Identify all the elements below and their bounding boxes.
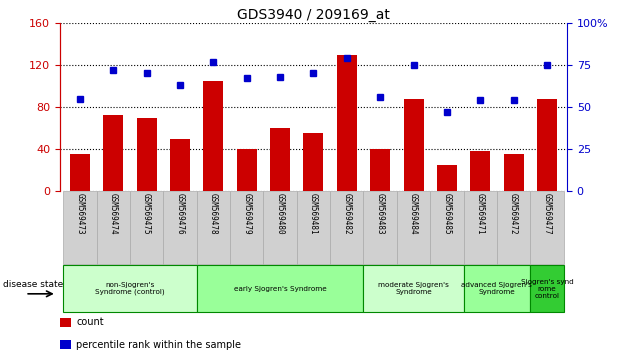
Bar — [230, 191, 263, 264]
Bar — [503, 154, 524, 191]
Bar — [537, 99, 557, 191]
Bar — [270, 128, 290, 191]
Bar — [137, 118, 157, 191]
Text: GSM569484: GSM569484 — [409, 193, 418, 235]
Text: GSM569480: GSM569480 — [275, 193, 285, 235]
Bar — [530, 191, 564, 264]
Bar — [103, 115, 123, 191]
Bar — [330, 191, 364, 264]
Text: advanced Sjogren's
Syndrome: advanced Sjogren's Syndrome — [462, 282, 532, 295]
Bar — [364, 191, 397, 264]
Bar — [163, 191, 197, 264]
Bar — [203, 81, 224, 191]
Bar — [304, 133, 323, 191]
Bar — [197, 265, 364, 312]
Text: GSM569473: GSM569473 — [76, 193, 84, 235]
Bar — [403, 99, 423, 191]
Text: GSM569483: GSM569483 — [375, 193, 385, 235]
Text: GSM569474: GSM569474 — [109, 193, 118, 235]
Text: non-Sjogren's
Syndrome (control): non-Sjogren's Syndrome (control) — [95, 282, 164, 295]
Bar — [464, 265, 530, 312]
Bar — [470, 151, 490, 191]
Title: GDS3940 / 209169_at: GDS3940 / 209169_at — [237, 8, 390, 22]
Bar — [263, 191, 297, 264]
Text: GSM569476: GSM569476 — [176, 193, 185, 235]
Text: percentile rank within the sample: percentile rank within the sample — [76, 339, 241, 350]
Bar — [237, 149, 256, 191]
Bar — [397, 191, 430, 264]
Bar — [70, 154, 90, 191]
Text: disease state: disease state — [3, 280, 64, 290]
Bar — [170, 139, 190, 191]
Text: GSM569478: GSM569478 — [209, 193, 218, 235]
Bar — [430, 191, 464, 264]
Bar — [63, 265, 197, 312]
Text: GSM569482: GSM569482 — [342, 193, 352, 235]
Text: moderate Sjogren's
Syndrome: moderate Sjogren's Syndrome — [378, 282, 449, 295]
Text: GSM569477: GSM569477 — [542, 193, 551, 235]
Bar — [197, 191, 230, 264]
Bar — [464, 191, 497, 264]
Text: Sjogren's synd
rome
control: Sjogren's synd rome control — [520, 279, 573, 298]
Text: GSM569485: GSM569485 — [442, 193, 451, 235]
Bar — [63, 191, 96, 264]
Bar — [60, 340, 71, 349]
Bar — [297, 191, 330, 264]
Text: GSM569479: GSM569479 — [242, 193, 251, 235]
Bar — [364, 265, 464, 312]
Bar — [370, 149, 390, 191]
Text: GSM569471: GSM569471 — [476, 193, 484, 235]
Text: GSM569481: GSM569481 — [309, 193, 318, 235]
Text: GSM569475: GSM569475 — [142, 193, 151, 235]
Bar — [337, 55, 357, 191]
Text: count: count — [76, 317, 104, 327]
Bar — [437, 165, 457, 191]
Bar — [96, 191, 130, 264]
Bar — [497, 191, 530, 264]
Bar — [60, 318, 71, 327]
Text: GSM569472: GSM569472 — [509, 193, 518, 235]
Bar — [530, 265, 564, 312]
Bar — [130, 191, 163, 264]
Text: early Sjogren's Syndrome: early Sjogren's Syndrome — [234, 286, 326, 291]
